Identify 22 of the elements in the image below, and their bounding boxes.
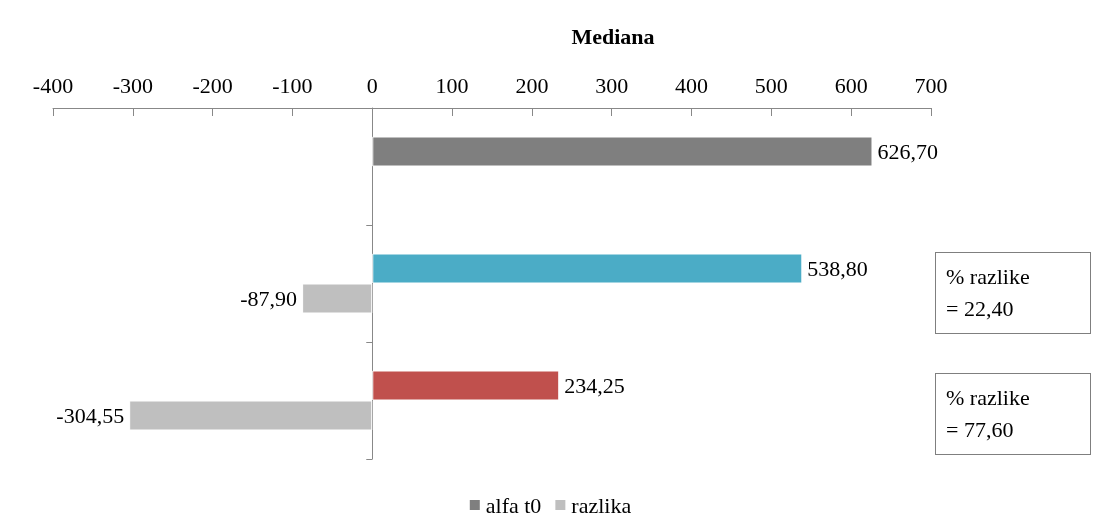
data-label: -304,55 <box>56 403 125 428</box>
x-tick-label: -200 <box>192 72 233 98</box>
text: % razlike = 22,40 <box>935 252 1091 334</box>
legend-label: alfa t0 <box>485 492 542 518</box>
x-tick-label: 600 <box>834 72 868 98</box>
chart-title: Mediana <box>571 23 655 49</box>
x-tick-label: 500 <box>754 72 788 98</box>
x-tick-label: 400 <box>675 72 709 98</box>
x-tick-label: 0 <box>366 72 378 98</box>
x-tick-label: 100 <box>435 72 469 98</box>
x-tick-label: -400 <box>32 72 74 98</box>
x-tick-label: -300 <box>112 72 153 98</box>
data-label: -87,90 <box>240 286 298 311</box>
legend-label: razlika <box>571 492 632 518</box>
data-label: 626,70 <box>877 139 938 164</box>
x-tick-label: 700 <box>914 72 948 98</box>
data-label: 538,80 <box>807 256 868 281</box>
x-tick-label: -100 <box>272 72 313 98</box>
text: % razlike = 77,60 <box>935 373 1091 455</box>
x-tick-label: 200 <box>515 72 549 98</box>
data-label: 234,25 <box>564 373 625 398</box>
x-tick-label: 300 <box>595 72 629 98</box>
